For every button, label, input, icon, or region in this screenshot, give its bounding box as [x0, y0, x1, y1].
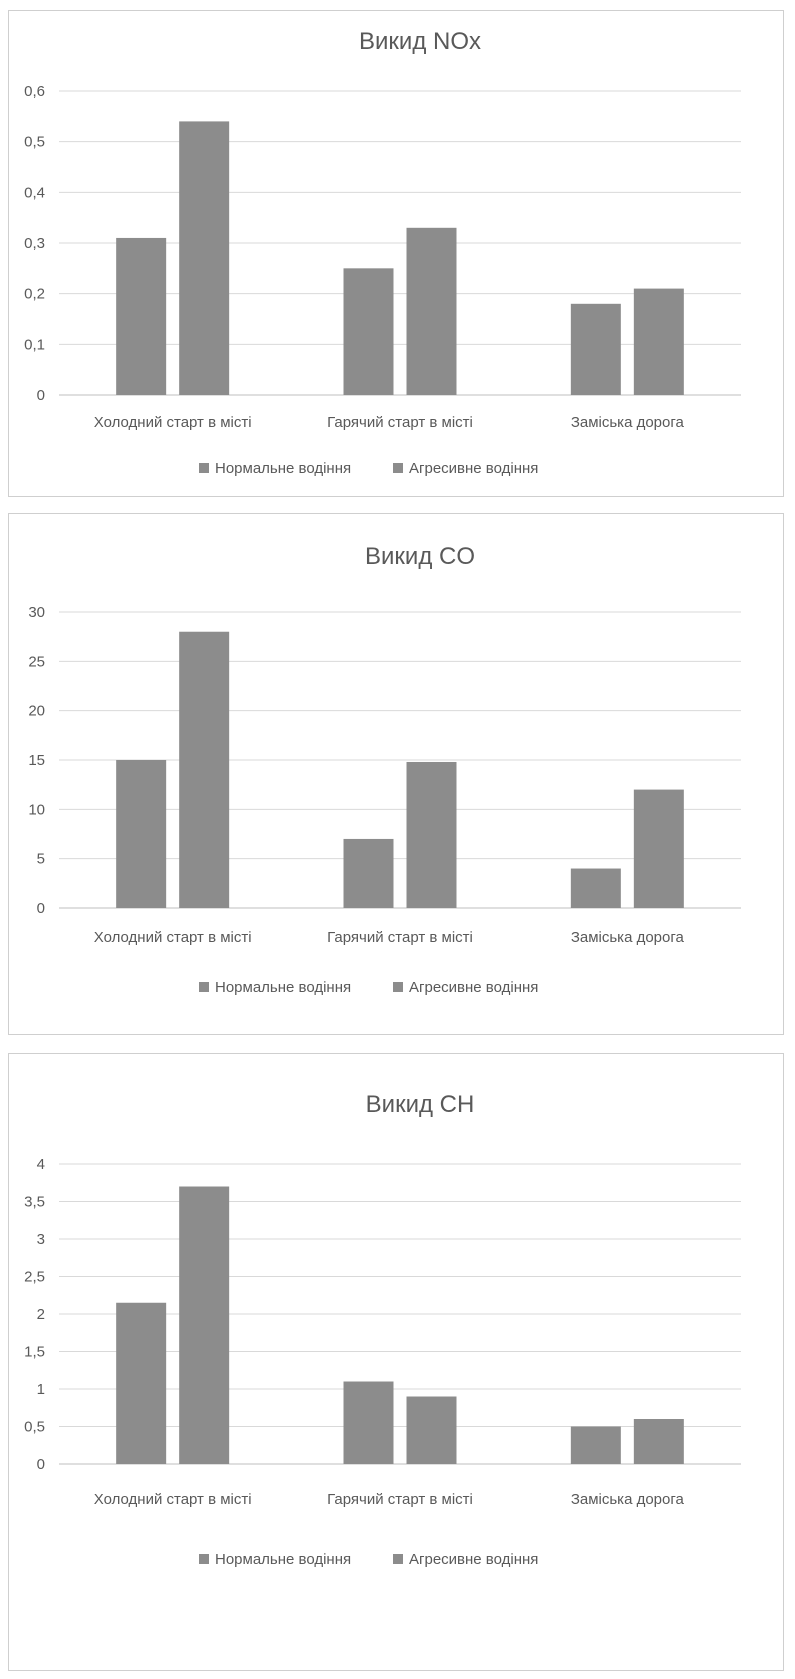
- bar-normal: [570, 1426, 621, 1464]
- y-tick-label: 4: [37, 1156, 45, 1173]
- legend-swatch: [199, 463, 209, 473]
- bar-aggressive: [179, 121, 230, 396]
- bar-normal: [116, 1302, 167, 1464]
- bar-normal: [570, 303, 621, 395]
- chart-title: Викид CO: [365, 543, 475, 570]
- chart-title: Викид CH: [366, 1091, 475, 1118]
- legend-swatch: [199, 1554, 209, 1564]
- chart-title: Викид NOx: [359, 28, 481, 55]
- x-category-label: Холодний старт в місті: [94, 1491, 252, 1508]
- y-tick-label: 3: [37, 1231, 45, 1248]
- chart-co: Викид CO 0 5 10 15 20 25 30 Холодний старт в міс…: [28, 543, 741, 996]
- y-tick-label: 0,6: [24, 83, 45, 100]
- bar-aggressive: [633, 288, 684, 395]
- y-tick-label: 3,5: [24, 1194, 45, 1211]
- bar-aggressive: [633, 1419, 684, 1464]
- legend-swatch: [393, 1554, 403, 1564]
- x-category-label: Заміська дорога: [571, 414, 685, 431]
- chart-ch-panel: Викид CH 0 0,5 1 1,5 2 2,5 3 3,5 4 Холодний старт …: [8, 1053, 784, 1671]
- x-category-label: Заміська дорога: [571, 929, 685, 946]
- bar-aggressive: [406, 227, 457, 395]
- x-category-label: Гарячий старт в місті: [327, 929, 473, 946]
- y-tick-label: 0: [37, 387, 45, 404]
- bar-normal: [570, 868, 621, 908]
- legend-label: Агресивне водіння: [409, 460, 538, 477]
- x-category-label: Гарячий старт в місті: [327, 1491, 473, 1508]
- legend-swatch: [199, 982, 209, 992]
- y-tick-label: 20: [28, 703, 45, 720]
- y-tick-label: 30: [28, 604, 45, 621]
- legend-label: Агресивне водіння: [409, 979, 538, 996]
- bar-aggressive: [406, 761, 457, 908]
- x-category-label: Гарячий старт в місті: [327, 414, 473, 431]
- chart-nox: Викид NOx 0 0,1 0,2 0,3 0,4 0,5 0,6 Холодний ста…: [24, 28, 741, 477]
- legend-label: Нормальне водіння: [215, 460, 351, 477]
- y-tick-label: 0,5: [24, 134, 45, 151]
- y-tick-label: 0,1: [24, 336, 45, 353]
- legend-swatch: [393, 982, 403, 992]
- y-tick-label: 0: [37, 1456, 45, 1473]
- chart-ch: Викид CH 0 0,5 1 1,5 2 2,5 3 3,5 4 Холодний старт …: [24, 1091, 741, 1568]
- bar-aggressive: [179, 631, 230, 908]
- x-category-label: Холодний старт в місті: [94, 414, 252, 431]
- y-tick-label: 0: [37, 900, 45, 917]
- bar-normal: [343, 268, 394, 395]
- chart-nox-panel: Викид NOx 0 0,1 0,2 0,3 0,4 0,5 0,6 Холодний ста…: [8, 10, 784, 497]
- bar-aggressive: [406, 1396, 457, 1464]
- y-tick-label: 1,5: [24, 1344, 45, 1361]
- y-tick-label: 2,5: [24, 1269, 45, 1286]
- legend-label: Нормальне водіння: [215, 979, 351, 996]
- y-tick-label: 1: [37, 1381, 45, 1398]
- y-tick-label: 0,5: [24, 1419, 45, 1436]
- bar-normal: [343, 1381, 394, 1464]
- bar-normal: [343, 838, 394, 908]
- bar-normal: [116, 760, 167, 908]
- y-tick-label: 0,4: [24, 184, 45, 201]
- x-category-label: Заміська дорога: [571, 1491, 685, 1508]
- chart-co-panel: Викид CO 0 5 10 15 20 25 30 Холодний старт в міс…: [8, 513, 784, 1035]
- y-tick-label: 0,3: [24, 235, 45, 252]
- y-tick-label: 5: [37, 851, 45, 868]
- y-tick-label: 2: [37, 1306, 45, 1323]
- y-tick-label: 10: [28, 801, 45, 818]
- bar-normal: [116, 237, 167, 395]
- y-tick-label: 15: [28, 752, 45, 769]
- legend-label: Нормальне водіння: [215, 1551, 351, 1568]
- y-tick-label: 25: [28, 653, 45, 670]
- legend-label: Агресивне водіння: [409, 1551, 538, 1568]
- x-category-label: Холодний старт в місті: [94, 929, 252, 946]
- y-tick-label: 0,2: [24, 286, 45, 303]
- bar-aggressive: [179, 1186, 230, 1464]
- legend-swatch: [393, 463, 403, 473]
- bar-aggressive: [633, 789, 684, 908]
